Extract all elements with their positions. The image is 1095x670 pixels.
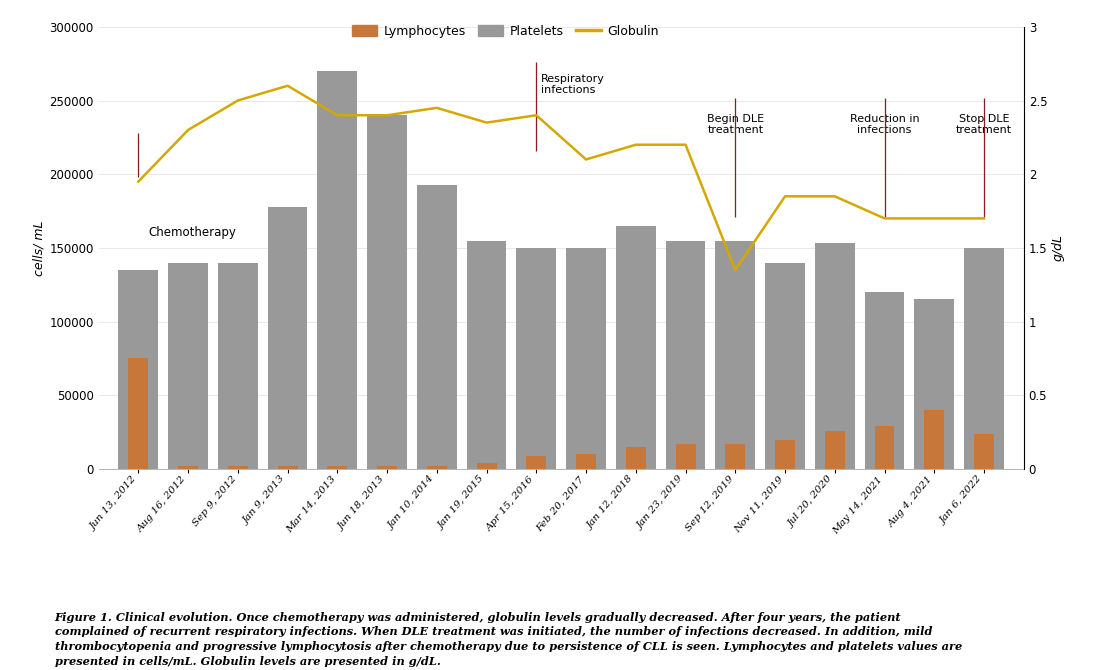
Bar [128,358,148,469]
Bar [377,466,397,469]
Bar [367,115,407,469]
Bar [327,466,347,469]
Bar [267,206,308,469]
Bar [924,410,944,469]
Bar [875,426,895,469]
Bar [527,456,546,469]
Bar [914,299,954,469]
Text: Chemotherapy: Chemotherapy [148,226,237,239]
Bar [825,431,844,469]
Bar [178,466,198,469]
Bar [865,292,904,469]
Bar [576,454,596,469]
Bar [169,263,208,469]
Bar [765,263,805,469]
Bar [626,447,646,469]
Legend: Lymphocytes, Platelets, Globulin: Lymphocytes, Platelets, Globulin [347,20,664,43]
Bar [566,248,606,469]
Bar [975,433,994,469]
Text: Respiratory
infections: Respiratory infections [541,74,606,95]
Bar [318,71,357,469]
Bar [476,463,496,469]
Bar [417,184,457,469]
Bar [466,241,507,469]
Y-axis label: cells/ mL: cells/ mL [32,220,45,275]
Bar [676,444,695,469]
Bar [615,226,656,469]
Bar [964,248,1004,469]
Bar [228,466,247,469]
Text: Stop DLE
treatment: Stop DLE treatment [956,113,1012,135]
Bar [775,440,795,469]
Text: Reduction in
infections: Reduction in infections [850,113,920,135]
Y-axis label: g/dL: g/dL [1051,234,1064,261]
Bar [815,243,855,469]
Bar [118,270,159,469]
Text: Begin DLE
treatment: Begin DLE treatment [706,113,764,135]
Bar [715,241,756,469]
Text: Figure 1. Clinical evolution. Once chemotherapy was administered, globulin level: Figure 1. Clinical evolution. Once chemo… [55,612,963,667]
Bar [427,466,447,469]
Bar [278,466,298,469]
Bar [666,241,705,469]
Bar [517,248,556,469]
Bar [725,444,746,469]
Bar [218,263,257,469]
